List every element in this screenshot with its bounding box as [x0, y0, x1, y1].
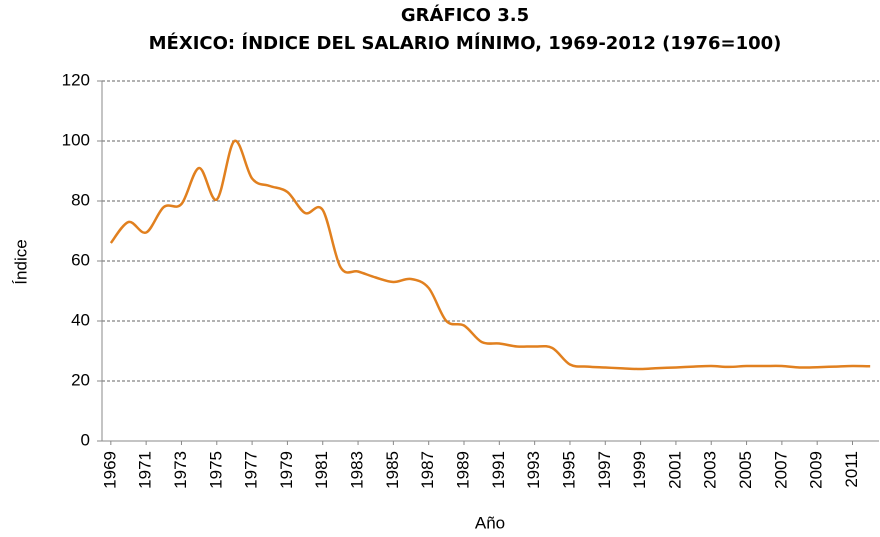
x-tick-label: 1969 — [100, 451, 119, 489]
chart-subtitle: MÉXICO: ÍNDICE DEL SALARIO MÍNIMO, 1969-… — [149, 32, 782, 54]
x-tick-label: 1985 — [383, 451, 402, 489]
x-tick-label: 2003 — [701, 451, 720, 489]
y-tick-label: 40 — [71, 310, 90, 329]
y-tick-label: 20 — [71, 370, 90, 389]
x-tick-label: 1971 — [136, 451, 155, 489]
x-tick-label: 2011 — [842, 451, 861, 488]
chart-title: GRÁFICO 3.5 — [401, 4, 529, 26]
x-tick-label: 1989 — [453, 451, 472, 489]
series-line — [109, 139, 871, 371]
x-tick-label: 2009 — [807, 451, 826, 489]
x-tick-label: 1983 — [348, 451, 367, 489]
x-tick-label: 1977 — [242, 451, 261, 489]
x-tick-label: 1993 — [524, 451, 543, 489]
x-tick-label: 1981 — [312, 451, 331, 489]
x-tick-label: 1973 — [171, 451, 190, 489]
y-axis-label: Índice — [11, 239, 30, 284]
x-tick-label: 2001 — [665, 451, 684, 489]
y-tick-label: 80 — [71, 190, 90, 209]
x-tick-label: 1987 — [418, 451, 437, 489]
y-tick-label: 0 — [81, 430, 90, 449]
x-tick-label: 1999 — [630, 451, 649, 489]
x-tick-label: 2005 — [736, 451, 755, 489]
x-tick-label: 1997 — [595, 451, 614, 489]
x-tick-label: 1975 — [206, 451, 225, 489]
x-tick-label: 1979 — [277, 451, 296, 489]
x-tick-label: 2007 — [771, 451, 790, 489]
x-tick-label: 1991 — [489, 451, 508, 489]
y-tick-label: 100 — [62, 130, 90, 149]
x-axis-label: Año — [475, 513, 505, 532]
x-tick-label: 1995 — [559, 451, 578, 489]
y-tick-label: 60 — [71, 250, 90, 269]
y-tick-label: 120 — [62, 70, 90, 89]
